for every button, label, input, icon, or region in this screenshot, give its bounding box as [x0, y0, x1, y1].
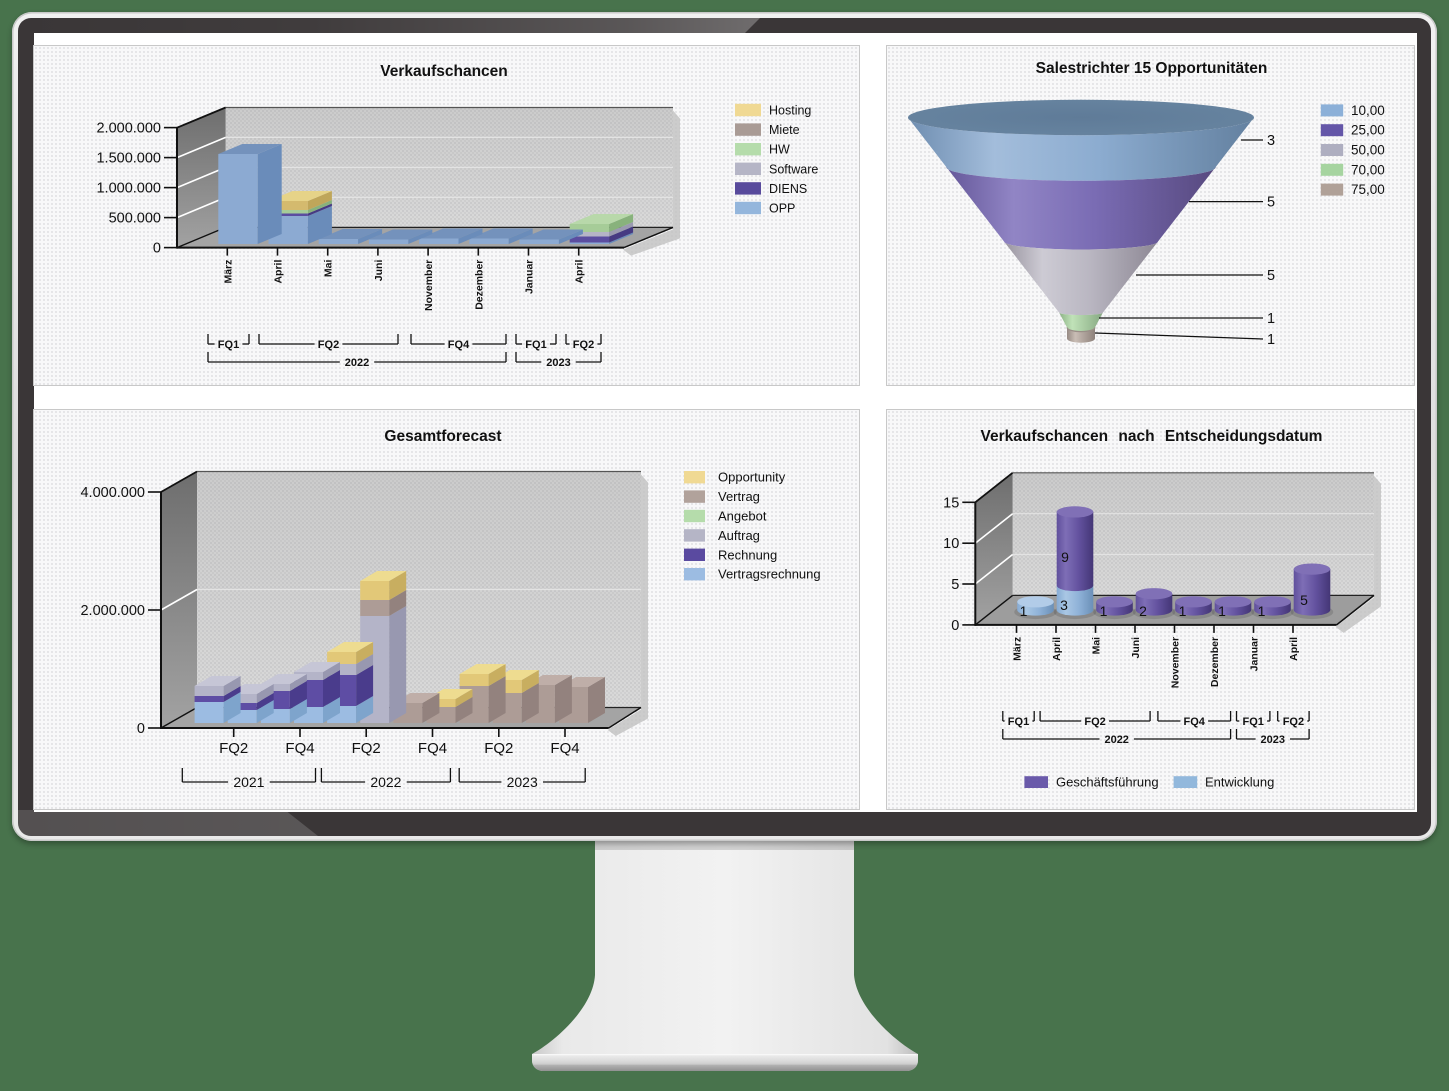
svg-text:5: 5 — [951, 577, 959, 593]
svg-text:Januar: Januar — [1249, 637, 1261, 671]
svg-text:Juni: Juni — [1130, 637, 1142, 659]
svg-text:1: 1 — [1100, 603, 1108, 619]
svg-text:50,00: 50,00 — [1351, 143, 1385, 158]
svg-text:1: 1 — [1267, 332, 1275, 348]
svg-text:2.000.000: 2.000.000 — [96, 121, 161, 137]
svg-text:2023: 2023 — [507, 774, 538, 790]
svg-text:9: 9 — [1061, 549, 1069, 565]
svg-text:FQ2: FQ2 — [1283, 716, 1304, 728]
svg-text:Rechnung: Rechnung — [718, 547, 777, 562]
svg-text:Mai: Mai — [323, 260, 335, 278]
svg-text:Verkaufschancen: Verkaufschancen — [380, 63, 508, 80]
svg-text:Januar: Januar — [524, 260, 536, 294]
svg-text:März: März — [1012, 637, 1024, 661]
svg-text:Software: Software — [769, 162, 818, 176]
svg-text:2021: 2021 — [233, 774, 264, 790]
svg-text:FQ1: FQ1 — [1242, 716, 1263, 728]
svg-text:FQ2: FQ2 — [1084, 716, 1105, 728]
svg-text:0: 0 — [137, 721, 145, 737]
svg-text:2: 2 — [1139, 603, 1147, 619]
svg-text:1: 1 — [1179, 603, 1187, 619]
svg-text:2.000.000: 2.000.000 — [80, 603, 145, 619]
svg-text:OPP: OPP — [769, 202, 795, 216]
svg-text:FQ2: FQ2 — [352, 740, 381, 757]
svg-text:DIENS: DIENS — [769, 182, 807, 196]
svg-text:FQ4: FQ4 — [418, 740, 447, 757]
svg-text:2023: 2023 — [1261, 734, 1285, 746]
svg-text:FQ1: FQ1 — [525, 339, 546, 351]
svg-text:1: 1 — [1258, 603, 1266, 619]
svg-text:5: 5 — [1267, 268, 1275, 284]
svg-text:3: 3 — [1267, 133, 1275, 149]
svg-text:Entwicklung: Entwicklung — [1205, 775, 1274, 790]
svg-text:FQ2: FQ2 — [318, 339, 339, 351]
svg-text:Miete: Miete — [769, 123, 800, 137]
svg-text:Vertrag: Vertrag — [718, 489, 760, 504]
svg-text:Dezember: Dezember — [473, 260, 485, 310]
svg-text:FQ4: FQ4 — [550, 740, 579, 757]
svg-text:3: 3 — [1060, 597, 1068, 613]
svg-text:Vertragsrechnung: Vertragsrechnung — [718, 567, 821, 582]
svg-text:Angebot: Angebot — [718, 509, 767, 524]
svg-text:Verkaufschancen nach Entscheid: Verkaufschancen nach Entscheidungsdatum — [981, 428, 1323, 445]
svg-text:1: 1 — [1020, 603, 1028, 619]
svg-text:4.000.000: 4.000.000 — [80, 485, 145, 501]
svg-text:2023: 2023 — [546, 357, 570, 369]
svg-text:März: März — [222, 260, 234, 284]
svg-text:FQ4: FQ4 — [285, 740, 314, 757]
svg-text:500.000: 500.000 — [109, 211, 161, 227]
svg-text:April: April — [1288, 637, 1300, 661]
svg-text:Hosting: Hosting — [769, 104, 811, 118]
svg-text:1.500.000: 1.500.000 — [96, 151, 161, 167]
svg-text:FQ1: FQ1 — [1008, 716, 1029, 728]
svg-text:70,00: 70,00 — [1351, 162, 1385, 177]
svg-text:Geschäftsführung: Geschäftsführung — [1056, 775, 1159, 790]
svg-text:Juni: Juni — [373, 260, 385, 282]
svg-text:Gesamtforecast: Gesamtforecast — [384, 428, 501, 445]
svg-text:Salestrichter 15 Opportunitäte: Salestrichter 15 Opportunitäten — [1036, 60, 1268, 77]
svg-text:2022: 2022 — [370, 774, 401, 790]
svg-text:5: 5 — [1267, 195, 1275, 211]
svg-text:Dezember: Dezember — [1209, 637, 1221, 687]
svg-text:FQ4: FQ4 — [448, 339, 470, 351]
svg-text:FQ2: FQ2 — [484, 740, 513, 757]
svg-text:2022: 2022 — [345, 357, 369, 369]
svg-text:25,00: 25,00 — [1351, 123, 1385, 138]
svg-text:5: 5 — [1300, 592, 1308, 608]
svg-text:1: 1 — [1218, 603, 1226, 619]
svg-text:FQ2: FQ2 — [219, 740, 248, 757]
svg-text:Opportunity: Opportunity — [718, 470, 786, 485]
svg-text:FQ1: FQ1 — [218, 339, 239, 351]
svg-text:Mai: Mai — [1091, 637, 1103, 655]
svg-text:1.000.000: 1.000.000 — [96, 181, 161, 197]
svg-text:HW: HW — [769, 143, 790, 157]
svg-text:April: April — [574, 260, 586, 284]
svg-text:1: 1 — [1267, 311, 1275, 327]
svg-text:2022: 2022 — [1104, 734, 1128, 746]
svg-text:10: 10 — [943, 536, 959, 552]
svg-text:Auftrag: Auftrag — [718, 528, 760, 543]
svg-text:75,00: 75,00 — [1351, 182, 1385, 197]
svg-text:FQ2: FQ2 — [573, 339, 594, 351]
svg-text:0: 0 — [153, 241, 161, 257]
svg-text:10,00: 10,00 — [1351, 103, 1385, 118]
svg-text:November: November — [423, 260, 435, 311]
svg-text:0: 0 — [951, 618, 959, 634]
svg-text:April: April — [1051, 637, 1063, 661]
svg-text:15: 15 — [943, 495, 959, 511]
svg-text:April: April — [273, 260, 285, 284]
svg-text:November: November — [1170, 637, 1182, 688]
svg-text:FQ4: FQ4 — [1183, 716, 1205, 728]
